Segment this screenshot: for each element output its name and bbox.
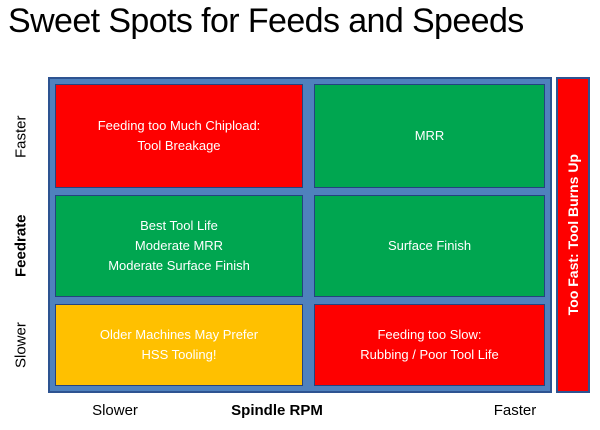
cell-feeding-too-slow: Feeding too Slow: Rubbing / Poor Tool Li… xyxy=(314,304,545,386)
x-axis-label-slower: Slower xyxy=(92,402,138,419)
cell-feeding-too-much-chipload: Feeding too Much Chipload: Tool Breakage xyxy=(55,84,303,188)
cell-older-machines-hss: Older Machines May Prefer HSS Tooling! xyxy=(55,304,303,386)
x-axis-title-spindle-rpm: Spindle RPM xyxy=(231,402,323,419)
y-axis-label-faster: Faster xyxy=(12,115,30,159)
cell-mrr: MRR xyxy=(314,84,545,188)
y-axis-label-slower: Slower xyxy=(12,322,30,368)
feeds-speeds-matrix: Feeding too Much Chipload: Tool Breakage… xyxy=(48,77,552,393)
y-axis-title-feedrate: Feedrate xyxy=(12,214,30,278)
x-axis-label-faster: Faster xyxy=(493,402,537,419)
cell-best-tool-life: Best Tool Life Moderate MRR Moderate Sur… xyxy=(55,195,303,297)
cell-surface-finish: Surface Finish xyxy=(314,195,545,297)
page-title: Sweet Spots for Feeds and Speeds xyxy=(8,2,524,40)
too-fast-bar-label: Too Fast: Tool Burns Up xyxy=(565,154,581,316)
too-fast-tool-burns-up-bar: Too Fast: Tool Burns Up xyxy=(556,77,590,393)
